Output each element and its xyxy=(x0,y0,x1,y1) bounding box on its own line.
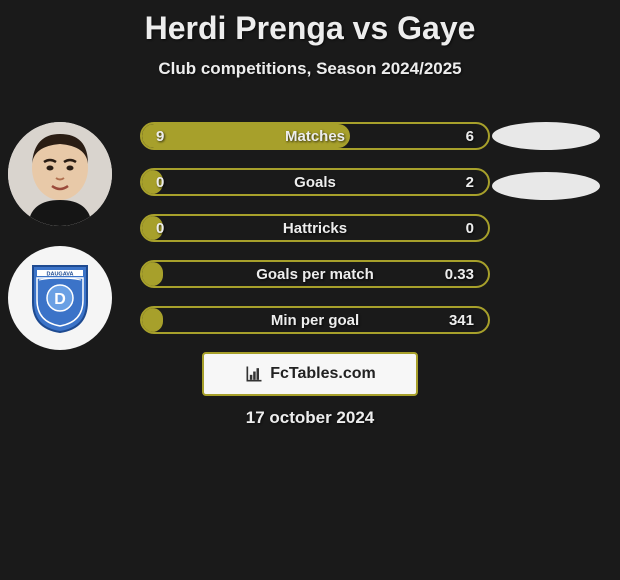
stat-bar-matches: 9 Matches 6 xyxy=(140,122,490,150)
page-subtitle: Club competitions, Season 2024/2025 xyxy=(0,59,620,79)
stat-fill xyxy=(142,262,163,286)
stat-label: Hattricks xyxy=(283,220,347,237)
club-crest: DAUGAVA D xyxy=(8,246,112,350)
stat-right-value: 2 xyxy=(466,174,474,191)
stat-bar-min-per-goal: Min per goal 341 xyxy=(140,306,490,334)
stat-bar-hattricks: 0 Hattricks 0 xyxy=(140,214,490,242)
player-face-icon xyxy=(8,122,112,226)
page-title: Herdi Prenga vs Gaye xyxy=(0,0,620,47)
stat-fill xyxy=(142,308,163,332)
stat-right-value: 6 xyxy=(466,128,474,145)
stat-right-value: 0 xyxy=(466,220,474,237)
brand-box[interactable]: FcTables.com xyxy=(202,352,418,396)
stat-left-value: 9 xyxy=(156,128,164,145)
stat-bars: 9 Matches 6 0 Goals 2 0 Hattricks 0 Goal… xyxy=(140,122,490,334)
svg-text:DAUGAVA: DAUGAVA xyxy=(47,272,74,278)
stat-left-value: 0 xyxy=(156,174,164,191)
stat-label: Min per goal xyxy=(271,312,359,329)
player-photo xyxy=(8,122,112,226)
brand-text: FcTables.com xyxy=(270,365,376,383)
stat-right-value: 0.33 xyxy=(445,266,474,283)
avatar-column: DAUGAVA D xyxy=(8,122,112,350)
stat-bar-goals-per-match: Goals per match 0.33 xyxy=(140,260,490,288)
stat-left-value: 0 xyxy=(156,220,164,237)
opponent-avatar-2 xyxy=(492,172,600,200)
shield-icon: DAUGAVA D xyxy=(29,262,91,334)
stat-right-value: 341 xyxy=(449,312,474,329)
date-text: 17 october 2024 xyxy=(246,408,375,428)
opponent-avatar-1 xyxy=(492,122,600,150)
chart-icon xyxy=(244,364,264,384)
stat-bar-goals: 0 Goals 2 xyxy=(140,168,490,196)
stat-label: Goals xyxy=(294,174,336,191)
right-avatar-column xyxy=(492,122,600,200)
stat-label: Goals per match xyxy=(256,266,374,283)
svg-text:D: D xyxy=(54,291,66,308)
stat-label: Matches xyxy=(285,128,345,145)
